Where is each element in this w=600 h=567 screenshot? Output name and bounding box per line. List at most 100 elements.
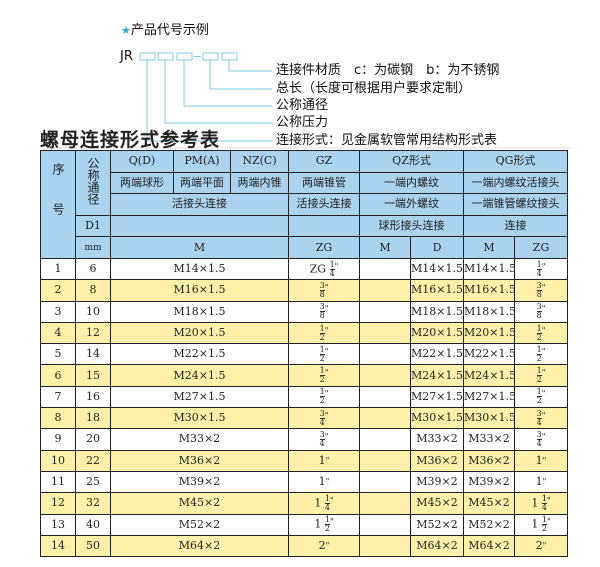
cell-m: M33×2 bbox=[110, 428, 289, 451]
cell-no: 2 bbox=[40, 279, 76, 302]
table-row: 3 10 M18×1.5 3 8 " M18×1.5 M18×1.5 3 8 " bbox=[40, 300, 569, 323]
cell-qz-m bbox=[359, 321, 411, 345]
cell-dn: 8 bbox=[75, 279, 111, 302]
label-pressure: 公称压力 bbox=[276, 115, 329, 130]
cell-no: 12 bbox=[40, 492, 76, 515]
header-desc: 两端锥管 bbox=[288, 171, 360, 195]
cell-no: 3 bbox=[40, 300, 76, 323]
cell-qz-d: M39×2 bbox=[409, 470, 465, 494]
cell-qg-zg: 3 8 " bbox=[514, 279, 569, 302]
cell-qg-m: M64×2 bbox=[463, 534, 516, 558]
cell-qz-d: M64×2 bbox=[409, 534, 465, 558]
cell-m: M18×1.5 bbox=[110, 300, 289, 323]
table-row: 12 32 M45×2 1 1 4 " M45×2 M45×2 1 1 4 " bbox=[40, 492, 569, 515]
cell-qg-m: M39×2 bbox=[463, 470, 516, 494]
cell-qz-d: M14×1.5 bbox=[409, 257, 465, 281]
cell-qz-d: M24×1.5 bbox=[409, 364, 465, 387]
cell-zg: 1 2 " bbox=[288, 343, 360, 366]
code-prefix: JR bbox=[120, 49, 133, 64]
cell-zg: 3 4 " bbox=[288, 428, 360, 451]
label-material: 连接件材质 c：为碳钢 b：为不锈钢 bbox=[276, 63, 500, 78]
table-title: 螺母连接形式参考表 bbox=[40, 129, 221, 151]
cell-qz-d: M20×1.5 bbox=[409, 321, 465, 345]
cell-m: M27×1.5 bbox=[110, 385, 289, 409]
header-unit: ZG bbox=[514, 236, 569, 259]
cell-qg-m: M27×1.5 bbox=[463, 385, 516, 409]
header-seq: 序号 bbox=[40, 150, 76, 259]
header-type: PM(A) bbox=[173, 150, 231, 173]
cell-zg: 2" bbox=[288, 534, 360, 558]
cell-zg: 1" bbox=[288, 470, 360, 494]
cell-qz-d: M30×1.5 bbox=[409, 407, 465, 430]
table-row: 11 25 M39×2 1" M39×2 M39×2 1" bbox=[40, 470, 569, 494]
cell-zg: 3 8 " bbox=[288, 279, 360, 302]
cell-qg-m: M45×2 bbox=[463, 492, 516, 515]
cell-dn: 14 bbox=[75, 343, 111, 366]
cell-dn: 50 bbox=[75, 534, 111, 558]
cell-dn: 18 bbox=[75, 407, 111, 430]
header-desc: 活接头连接 bbox=[110, 193, 289, 216]
cell-zg: 1 2 " bbox=[288, 385, 360, 409]
header-type: NZ(C) bbox=[230, 150, 289, 173]
cell-qz-d: M33×2 bbox=[409, 428, 465, 451]
header-desc: 两端球形 bbox=[110, 171, 174, 195]
star-icon: ★ bbox=[121, 24, 131, 37]
cell-m: M22×1.5 bbox=[110, 343, 289, 366]
header-unit: ZG bbox=[288, 236, 360, 259]
product-code-diagram: ★产品代号示例 JR 连接件材质 c：为碳钢 b：为不锈钢 总长（长度可根据用户… bbox=[0, 0, 600, 150]
cell-zg: 3 4 " bbox=[288, 407, 360, 430]
cell-qg-zg: 1" bbox=[514, 470, 569, 494]
table-row: 13 40 M52×2 1 1 2 " M52×2 M52×2 1 1 2 " bbox=[40, 513, 569, 536]
cell-qz-m bbox=[359, 257, 411, 281]
cell-zg: 1" bbox=[288, 449, 360, 472]
nut-connection-table: 序号 公称通径 Q(D) PM(A) NZ(C) GZ QZ形式 QG形式 两端… bbox=[40, 150, 569, 558]
cell-qg-zg: 1 2 " bbox=[514, 385, 569, 409]
table-row: 1 6 M14×1.5 ZG 1 4 " M14×1.5 M14×1.5 1 4 " bbox=[40, 257, 569, 281]
cell-qz-m bbox=[359, 534, 411, 558]
cell-m: M30×1.5 bbox=[110, 407, 289, 430]
cell-dn: 22 bbox=[75, 449, 111, 472]
cell-qz-m bbox=[359, 492, 411, 515]
cell-m: M39×2 bbox=[110, 470, 289, 494]
header-nominal: 公称通径 bbox=[75, 150, 111, 216]
cell-m: M16×1.5 bbox=[110, 279, 289, 302]
cell-m: M52×2 bbox=[110, 513, 289, 536]
cell-qg-zg: 3 4 " bbox=[514, 428, 569, 451]
cell-qz-d: M45×2 bbox=[409, 492, 465, 515]
table-row: 5 14 M22×1.5 1 2 " M22×1.5 M22×1.5 1 2 " bbox=[40, 343, 569, 366]
cell-qz-d: M52×2 bbox=[409, 513, 465, 536]
cell-qg-zg: 1" bbox=[514, 449, 569, 472]
header-desc: 一端内螺纹活接头 bbox=[463, 171, 569, 195]
cell-qg-m: M52×2 bbox=[463, 513, 516, 536]
header-desc: 两端内锥 bbox=[230, 171, 289, 195]
header-desc: 一端锥管螺纹接头 bbox=[463, 193, 569, 216]
table-row: 7 16 M27×1.5 1 2 " M27×1.5 M27×1.5 1 2 " bbox=[40, 385, 569, 409]
cell-qg-m: M16×1.5 bbox=[463, 279, 516, 302]
cell-qz-d: M27×1.5 bbox=[409, 385, 465, 409]
cell-no: 4 bbox=[40, 321, 76, 345]
cell-dn: 6 bbox=[75, 257, 111, 281]
table-row: 8 18 M30×1.5 3 4 " M30×1.5 M30×1.5 3 4 " bbox=[40, 407, 569, 430]
cell-qg-zg: 1 1 4 " bbox=[514, 492, 569, 515]
cell-dn: 10 bbox=[75, 300, 111, 323]
header-type: GZ bbox=[288, 150, 360, 173]
cell-qz-m bbox=[359, 279, 411, 302]
cell-qg-m: M30×1.5 bbox=[463, 407, 516, 430]
cell-dn: 15 bbox=[75, 364, 111, 387]
table-row: 14 50 M64×2 2" M64×2 M64×2 2" bbox=[40, 534, 569, 558]
cell-qg-zg: 1 4 " bbox=[514, 257, 569, 281]
cell-no: 14 bbox=[40, 534, 76, 558]
header-desc bbox=[110, 214, 289, 238]
header-unit: M bbox=[110, 236, 289, 259]
label-length: 总长（长度可根据用户要求定制） bbox=[276, 81, 472, 96]
table-row: 4 12 M20×1.5 1 2 " M20×1.5 M20×1.5 1 2 " bbox=[40, 321, 569, 345]
